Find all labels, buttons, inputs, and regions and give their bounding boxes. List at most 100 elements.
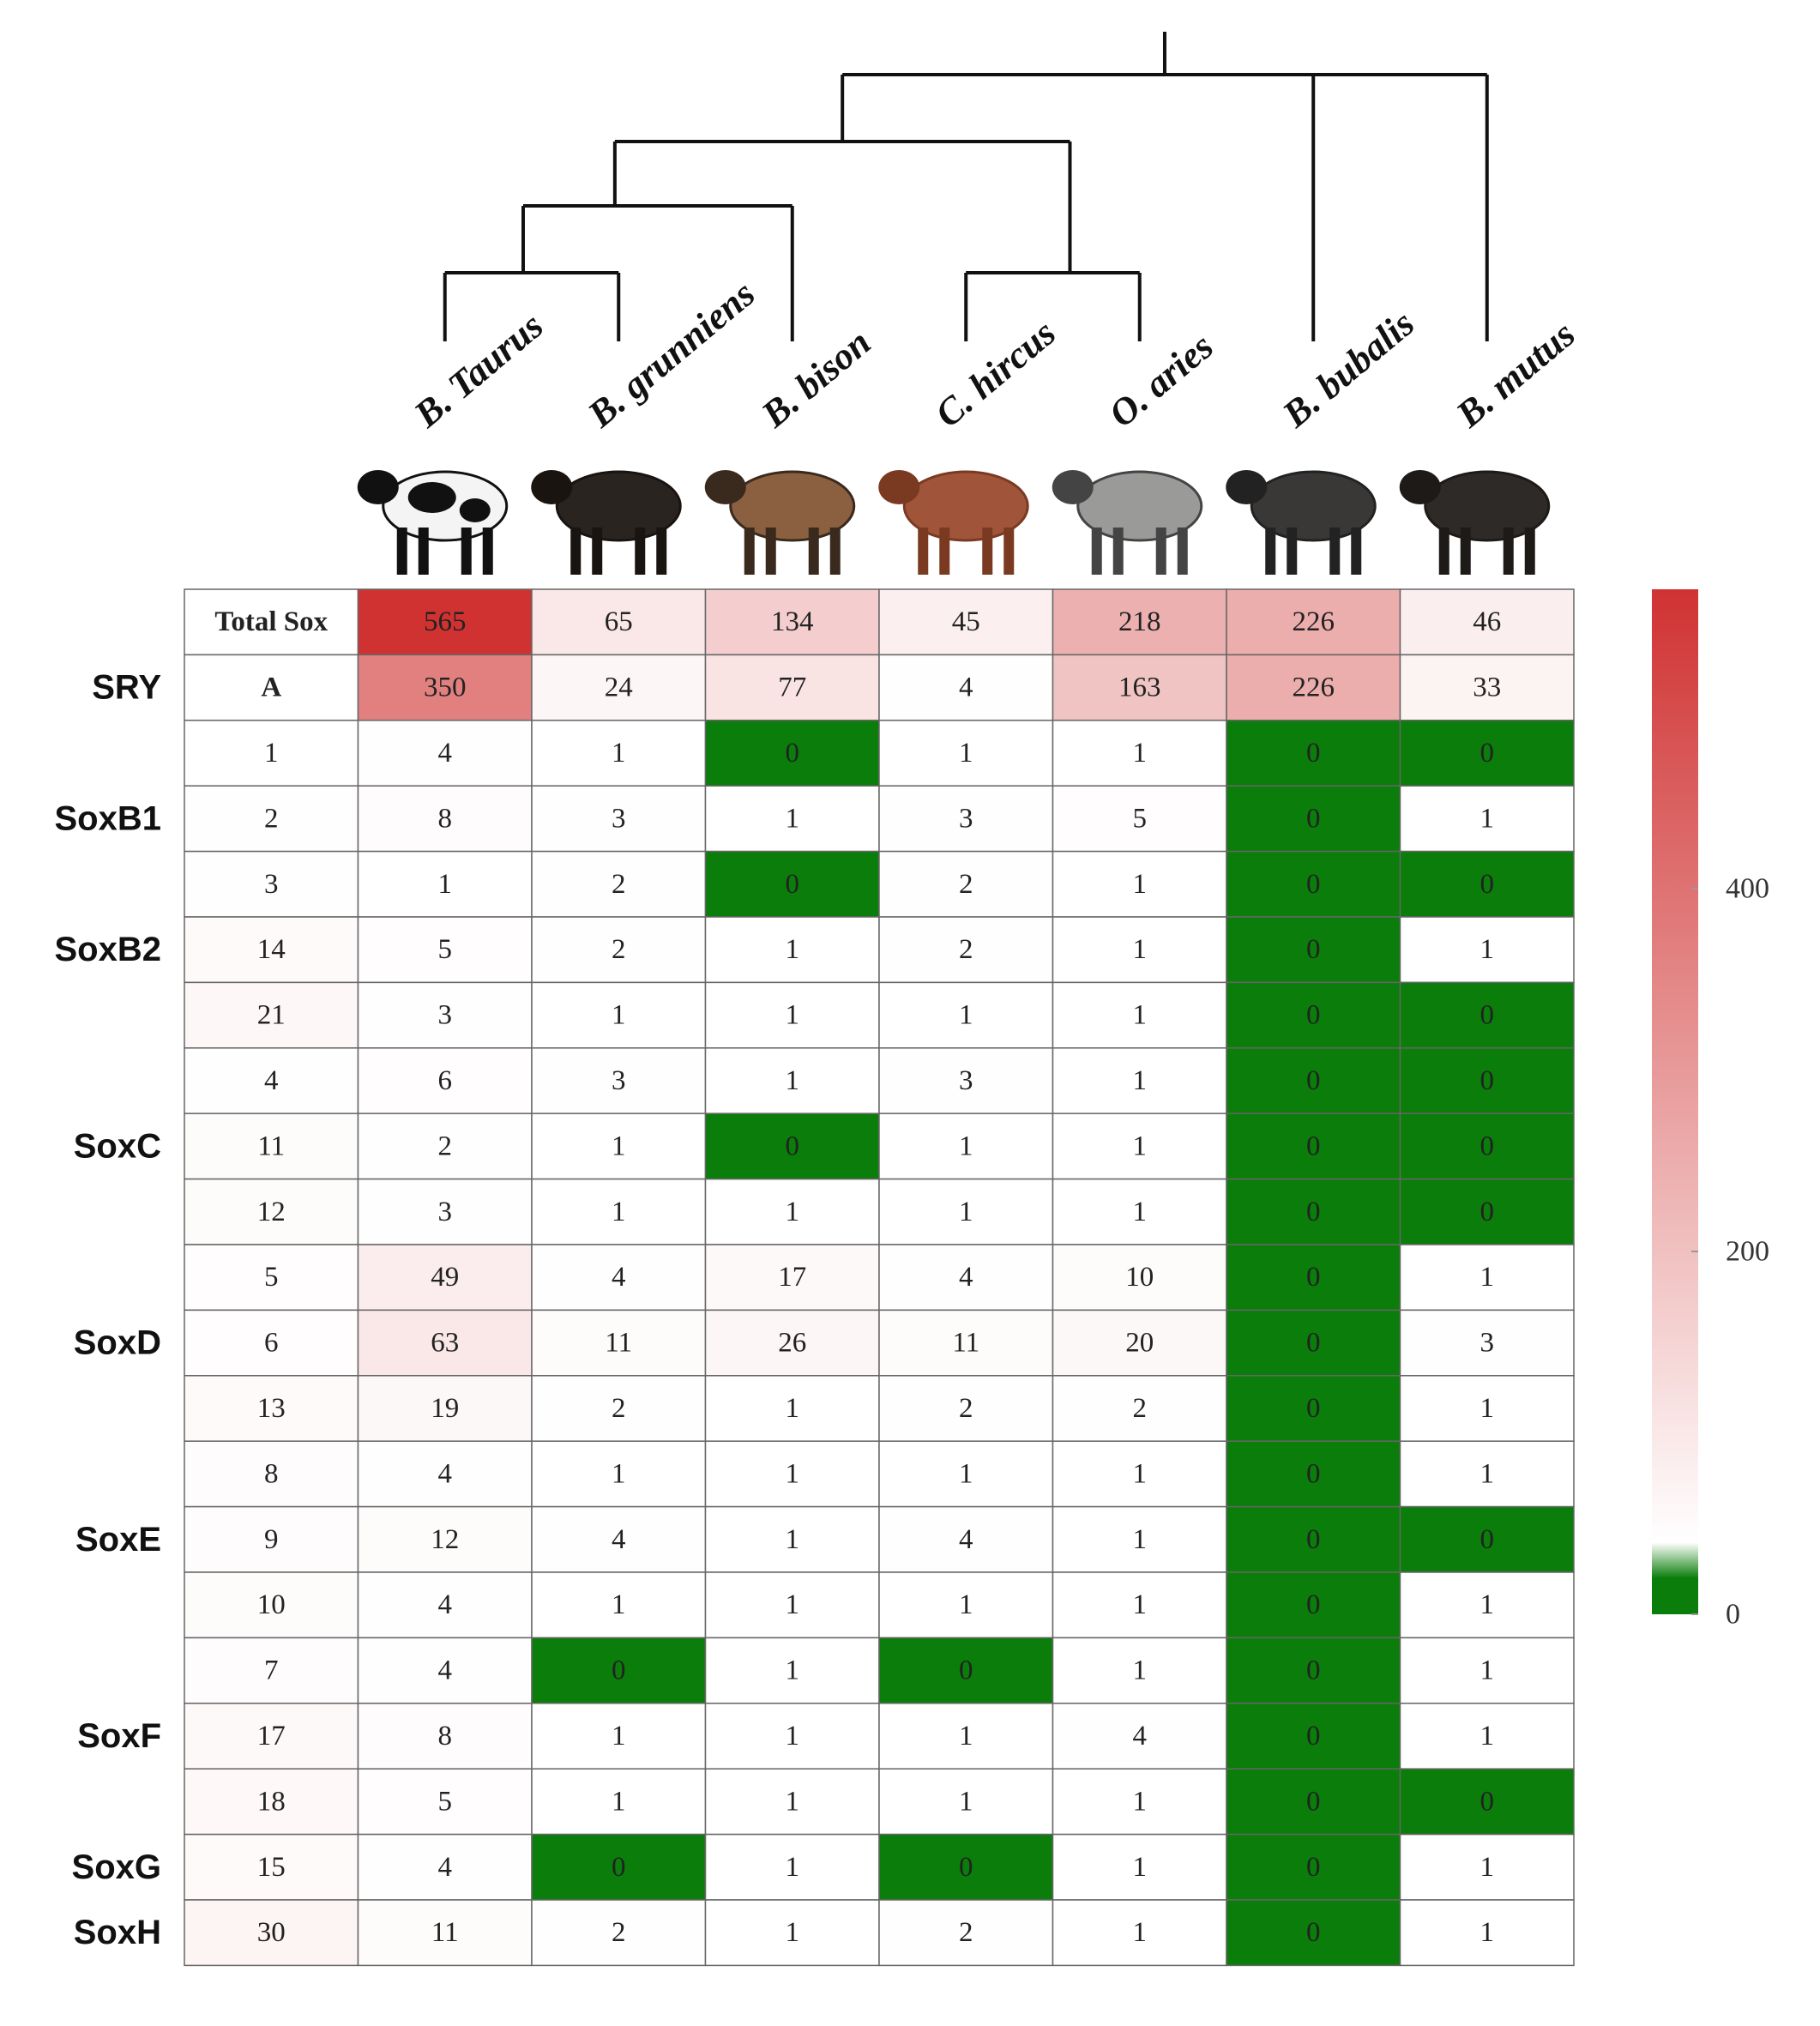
cell-value: 1: [786, 1524, 800, 1555]
cell-value: 1: [786, 1197, 800, 1227]
cell-value: 1: [612, 1721, 626, 1752]
cell-value: 1: [1480, 1721, 1495, 1752]
animal-head: [1226, 470, 1268, 504]
heatmap-cell: [878, 1440, 1054, 1508]
animal-leg: [1287, 528, 1298, 575]
cell-value: 49: [431, 1262, 459, 1293]
cell-value: 1: [786, 934, 800, 965]
group-label: SoxF: [77, 1717, 161, 1755]
heatmap-cell: [1226, 1244, 1401, 1311]
heatmap-cell: [878, 981, 1054, 1049]
group-label: SoxH: [74, 1914, 161, 1951]
cell-value: 1: [1480, 1589, 1495, 1620]
animal-picture: [878, 470, 1029, 575]
heatmap-cell: [531, 588, 707, 656]
heatmap-cell: [878, 1309, 1054, 1377]
cell-value: 4: [959, 1524, 973, 1555]
heatmap-cell: [1226, 1505, 1401, 1573]
cell-value: 2: [959, 1917, 973, 1948]
heatmap-cell: [1399, 1899, 1575, 1967]
heatmap-cell: [878, 785, 1054, 853]
animal-leg: [1155, 528, 1166, 575]
cell-value: 1: [1133, 1786, 1148, 1817]
cell-value: 2: [959, 869, 973, 900]
cell-value: 3: [612, 803, 626, 834]
cell-value: 0: [1480, 1131, 1495, 1161]
cell-value: 33: [1473, 672, 1501, 703]
cell-value: 17: [778, 1262, 806, 1293]
animal-head: [1052, 470, 1094, 504]
group-label: SRY: [92, 669, 161, 707]
animal-leg: [1003, 528, 1015, 575]
heatmap-cell: [357, 1637, 533, 1704]
cell-value: 1: [612, 1000, 626, 1031]
cell-value: 1: [786, 1852, 800, 1883]
cell-value: 0: [1306, 738, 1321, 769]
heatmap-cell: [878, 1833, 1054, 1901]
cell-value: 0: [959, 1655, 973, 1686]
heatmap-cell: [1226, 1703, 1401, 1770]
row-label: 9: [264, 1524, 279, 1555]
animal-leg: [1091, 528, 1102, 575]
cell-value: 1: [1480, 1458, 1495, 1489]
heatmap-cell: [1399, 1178, 1575, 1245]
row-label: 8: [264, 1458, 279, 1489]
cell-value: 4: [612, 1524, 626, 1555]
cell-value: 4: [959, 1262, 973, 1293]
row-label: 7: [264, 1655, 279, 1686]
cell-value: 1: [1133, 738, 1148, 769]
cell-value: 0: [1306, 1131, 1321, 1161]
cell-value: 2: [612, 869, 626, 900]
heatmap-cell: [357, 1309, 533, 1377]
heatmap-cell: [1052, 1440, 1227, 1508]
cell-value: 0: [1306, 1393, 1321, 1424]
row-label-cell: [184, 1047, 359, 1114]
cell-value: 0: [1480, 1197, 1495, 1227]
cell-value: 5: [438, 934, 453, 965]
heatmap-cell: [357, 1047, 533, 1114]
cell-value: 1: [1133, 1589, 1148, 1620]
heatmap-cell: [1399, 1703, 1575, 1770]
cell-value: 0: [1306, 803, 1321, 834]
heatmap-cell: [878, 1112, 1054, 1180]
cell-value: 24: [605, 672, 633, 703]
cell-value: 1: [1480, 1852, 1495, 1883]
animal-picture: [1226, 470, 1377, 575]
row-label: 17: [257, 1721, 286, 1752]
heatmap-cell: [1052, 1703, 1227, 1770]
row-label-cell: [184, 981, 359, 1049]
animal-body: [729, 470, 856, 542]
heatmap-cell: [357, 1112, 533, 1180]
row-label: 5: [264, 1262, 279, 1293]
cell-value: 1: [786, 1393, 800, 1424]
row-label: 6: [264, 1328, 279, 1359]
cell-value: 1: [959, 1458, 973, 1489]
heatmap-cell: [1399, 720, 1575, 787]
cell-value: 0: [1306, 1000, 1321, 1031]
heatmap-cell: [1399, 1244, 1575, 1311]
heatmap-cell: [1226, 1112, 1401, 1180]
heatmap-cell: [531, 1112, 707, 1180]
cell-value: 163: [1118, 672, 1161, 703]
heatmap-cell: [1399, 1833, 1575, 1901]
cell-value: 0: [1306, 1065, 1321, 1096]
heatmap-cell: [357, 1768, 533, 1836]
row-label: 21: [257, 1000, 286, 1031]
cell-value: 2: [959, 934, 973, 965]
cell-value: 3: [1480, 1328, 1495, 1359]
heatmap-cell: [1399, 785, 1575, 853]
cell-value: 1: [612, 1131, 626, 1161]
row-label-cell: [184, 1899, 359, 1967]
group-label: SoxE: [75, 1521, 161, 1559]
group-label: SoxG: [72, 1848, 161, 1886]
animal-leg: [461, 528, 472, 575]
cell-value: 0: [1306, 1852, 1321, 1883]
cell-value: 1: [612, 1589, 626, 1620]
cell-value: 3: [612, 1065, 626, 1096]
row-label-cell: [184, 1244, 359, 1311]
cell-value: 11: [431, 1917, 459, 1948]
cell-value: 1: [1480, 1917, 1495, 1948]
animal-body: [1424, 470, 1551, 542]
heatmap-cell: [878, 1637, 1054, 1704]
